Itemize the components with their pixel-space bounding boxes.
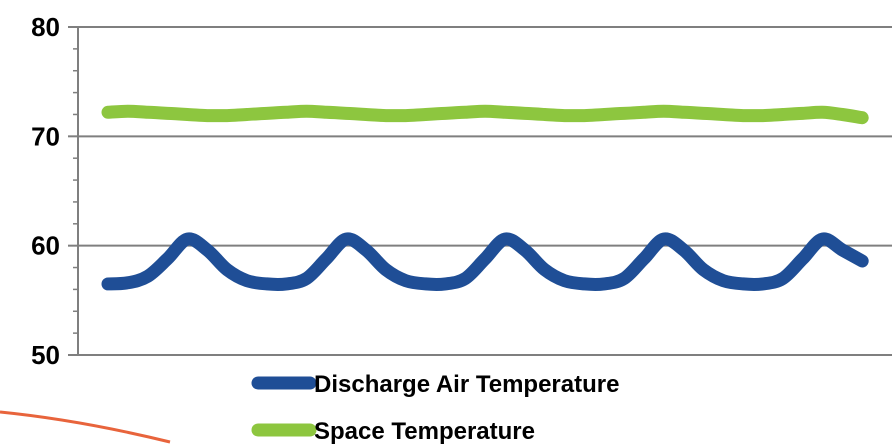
legend-label: Discharge Air Temperature (314, 371, 619, 398)
legend: Discharge Air Temperature Space Temperatu… (251, 371, 619, 445)
series-line-discharge-air-temperature (101, 232, 869, 291)
series-line-space-temperature (101, 104, 869, 125)
y-tick-label: 80 (31, 12, 60, 42)
gridlines (78, 26, 892, 247)
y-tick-label: 70 (31, 121, 60, 151)
series-lines (101, 104, 869, 291)
legend-label: Space Temperature (314, 418, 535, 445)
y-tick-label: 50 (31, 340, 60, 370)
y-tick-label: 60 (31, 231, 60, 261)
y-axis: 50 60 70 80 (31, 12, 892, 370)
decorative-arrow-line (0, 410, 171, 444)
